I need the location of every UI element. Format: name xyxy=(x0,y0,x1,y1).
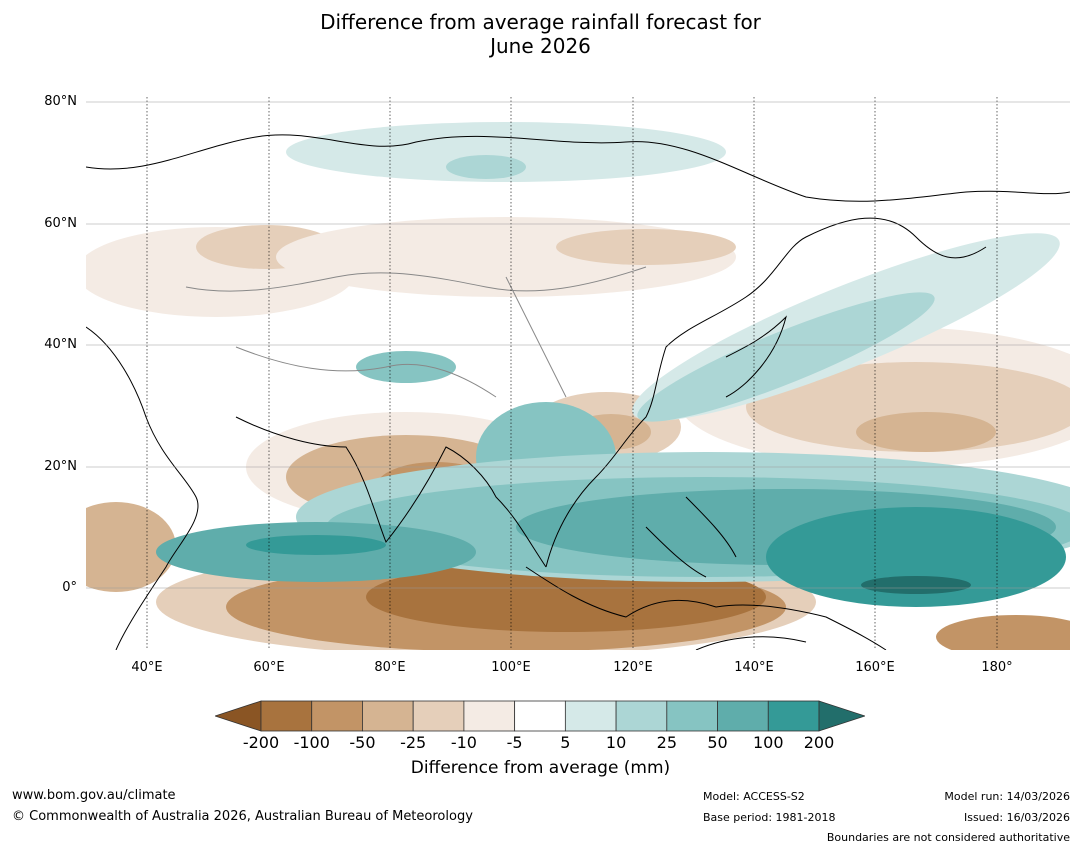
border-china-mongolia xyxy=(505,276,567,398)
base-period-text: Base period: 1981-2018 xyxy=(703,811,836,824)
colorbar-segment xyxy=(514,700,566,732)
colorbar-tick-label: 50 xyxy=(707,733,728,752)
dry-region-east-africa xyxy=(86,502,176,592)
lat-label-80n: 80°N xyxy=(44,94,77,109)
colorbar-tick-label: -50 xyxy=(349,733,376,752)
wet-region-arabian-sea-core xyxy=(246,535,386,555)
dry-region-north-pacific-core xyxy=(856,412,996,452)
dry-region-siberia-core xyxy=(556,229,736,265)
map-canvas xyxy=(86,97,1070,650)
colorbar-segment xyxy=(260,700,313,732)
longitude-gridlines xyxy=(146,97,998,650)
colorbar-label: Difference from average (mm) xyxy=(410,758,671,778)
lon-label-40e: 40°E xyxy=(131,660,163,675)
wet-region-west-pacific-core xyxy=(861,576,971,594)
colorbar-segment xyxy=(362,700,414,732)
colorbar-extend-high xyxy=(818,700,865,732)
lon-label-180: 180° xyxy=(981,660,1013,675)
japan-coastline xyxy=(725,315,787,398)
east-asia-coastline xyxy=(545,217,987,568)
lat-label-40n: 40°N xyxy=(44,337,77,352)
disclaimer-text: Boundaries are not considered authoritat… xyxy=(826,831,1070,844)
colorbar-tick-label: 200 xyxy=(803,733,835,752)
africa-arabia-coastline xyxy=(86,326,199,650)
rainfall-map xyxy=(86,97,1070,650)
colorbar-tick-label: -5 xyxy=(506,733,523,752)
latitude-gridlines xyxy=(86,101,1070,589)
colorbar-segment xyxy=(717,700,769,732)
colorbar-tick-label: -100 xyxy=(293,733,330,752)
colorbar-tick-label: -200 xyxy=(242,733,280,752)
colorbar-tick-label: -10 xyxy=(450,733,477,752)
colorbar-segment xyxy=(666,700,718,732)
wet-region-tibet xyxy=(356,351,456,383)
colorbar-segments xyxy=(215,700,865,732)
colorbar-tick-label: 100 xyxy=(752,733,784,752)
lat-label-60n: 60°N xyxy=(44,216,77,231)
model-text: Model: ACCESS-S2 xyxy=(703,790,805,803)
colorbar-segment xyxy=(463,700,516,732)
chart-title: Difference from average rainfall forecas… xyxy=(0,10,1081,58)
colorbar-tick-label: 5 xyxy=(560,733,571,752)
border-central-asia xyxy=(185,266,647,292)
website-link[interactable]: www.bom.gov.au/climate xyxy=(12,788,176,803)
colorbar xyxy=(215,700,865,732)
australia-coastline xyxy=(695,636,807,650)
lon-label-160e: 160°E xyxy=(855,660,895,675)
arctic-coastline xyxy=(86,134,1070,202)
colorbar-tick-label: -25 xyxy=(400,733,427,752)
philippines-coastline xyxy=(645,496,737,578)
lat-label-0: 0° xyxy=(62,580,77,595)
wet-region-japan xyxy=(637,292,935,422)
south-asia-coastline xyxy=(235,416,547,568)
model-run-text: Model run: 14/03/2026 xyxy=(944,790,1070,803)
coastlines xyxy=(86,134,1070,650)
colorbar-extend-low xyxy=(215,700,262,732)
copyright-text: © Commonwealth of Australia 2026, Austra… xyxy=(12,809,473,824)
colorbar-segment xyxy=(615,700,668,732)
colorbar-tick-label: 10 xyxy=(605,733,627,752)
wet-region-arctic-core xyxy=(446,155,526,179)
lon-label-60e: 60°E xyxy=(253,660,285,675)
dry-region-coral-sea xyxy=(936,615,1070,650)
title-line-2: June 2026 xyxy=(490,34,591,58)
wet-region-west-pacific xyxy=(766,507,1066,607)
colorbar-tick-label: 25 xyxy=(656,733,677,752)
lat-label-20n: 20°N xyxy=(44,459,77,474)
colorbar-segment xyxy=(564,700,617,732)
lon-label-100e: 100°E xyxy=(491,660,531,675)
colorbar-segment xyxy=(311,700,363,732)
indonesia-coastline xyxy=(525,566,887,650)
lon-label-120e: 120°E xyxy=(613,660,653,675)
country-borders xyxy=(185,266,647,398)
border-himalaya xyxy=(235,346,497,398)
colorbar-segment xyxy=(412,700,465,732)
wet-region-arctic xyxy=(286,122,726,182)
lon-label-140e: 140°E xyxy=(734,660,774,675)
lon-label-80e: 80°E xyxy=(374,660,406,675)
colorbar-segment xyxy=(767,700,820,732)
title-line-1: Difference from average rainfall forecas… xyxy=(320,10,761,34)
issued-text: Issued: 16/03/2026 xyxy=(963,811,1070,824)
